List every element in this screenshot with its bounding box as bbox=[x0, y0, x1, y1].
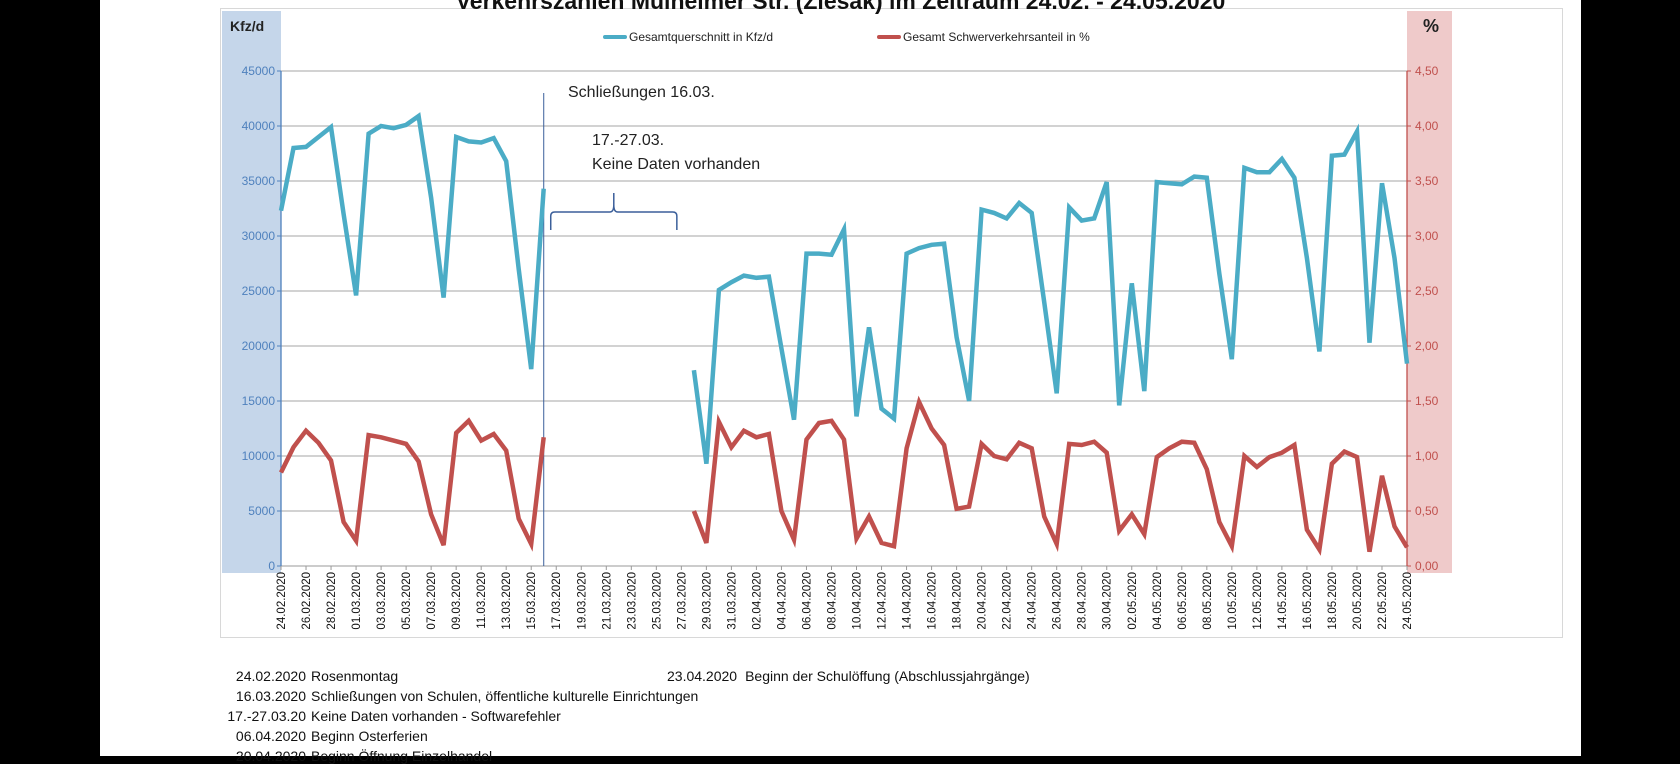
note-text: Beginn Osterferien bbox=[311, 728, 428, 744]
left-tick-label: 30000 bbox=[242, 229, 276, 243]
note-row: 17.-27.03.20 Keine Daten vorhanden - Soft… bbox=[106, 708, 561, 724]
x-tick-label: 16.04.2020 bbox=[927, 572, 939, 630]
x-tick-label: 01.03.2020 bbox=[351, 572, 363, 630]
x-tick-label: 26.02.2020 bbox=[301, 572, 313, 630]
x-tick-label: 08.05.2020 bbox=[1202, 572, 1214, 630]
x-tick-label: 04.04.2020 bbox=[776, 572, 788, 630]
x-tick-label: 14.05.2020 bbox=[1277, 572, 1289, 630]
x-tick-label: 07.03.2020 bbox=[426, 572, 438, 630]
x-tick-label: 25.03.2020 bbox=[651, 572, 663, 630]
note-date: 16.03.2020 bbox=[106, 688, 306, 704]
note-date: 17.-27.03.20 bbox=[106, 708, 306, 724]
x-tick-label: 26.04.2020 bbox=[1052, 572, 1064, 630]
x-tick-label: 24.02.2020 bbox=[276, 572, 288, 630]
x-tick-label: 22.05.2020 bbox=[1377, 572, 1389, 630]
note-row: 24.02.2020 Rosenmontag bbox=[106, 668, 398, 684]
right-tick-label: 4,50 bbox=[1415, 64, 1439, 78]
series-line-schwerverkehr bbox=[281, 402, 1407, 552]
x-tick-label: 21.03.2020 bbox=[601, 572, 613, 630]
x-tick-label: 23.03.2020 bbox=[626, 572, 638, 630]
x-tick-label: 19.03.2020 bbox=[576, 572, 588, 630]
x-tick-label: 02.04.2020 bbox=[751, 572, 763, 630]
note-date: 23.04.2020 bbox=[667, 668, 737, 684]
note-row: 16.03.2020 Schließungen von Schulen, öffe… bbox=[106, 688, 698, 704]
x-tick-label: 13.03.2020 bbox=[501, 572, 513, 630]
x-tick-label: 27.03.2020 bbox=[676, 572, 688, 630]
x-tick-label: 22.04.2020 bbox=[1002, 572, 1014, 630]
right-tick-label: 3,50 bbox=[1415, 174, 1439, 188]
x-tick-label: 05.03.2020 bbox=[401, 572, 413, 630]
x-tick-label: 15.03.2020 bbox=[526, 572, 538, 630]
right-tick-label: 4,00 bbox=[1415, 119, 1439, 133]
x-tick-label: 16.05.2020 bbox=[1302, 572, 1314, 630]
x-tick-label: 20.04.2020 bbox=[977, 572, 989, 630]
right-tick-label: 2,00 bbox=[1415, 339, 1439, 353]
note-date: 24.02.2020 bbox=[106, 668, 306, 684]
left-tick-label: 10000 bbox=[242, 449, 276, 463]
right-tick-label: 2,50 bbox=[1415, 284, 1439, 298]
x-tick-label: 14.04.2020 bbox=[902, 572, 914, 630]
x-tick-label: 10.04.2020 bbox=[852, 572, 864, 630]
x-tick-label: 10.05.2020 bbox=[1227, 572, 1239, 630]
x-tick-label: 30.04.2020 bbox=[1102, 572, 1114, 630]
gap-brace bbox=[551, 193, 677, 230]
right-tick-label: 1,00 bbox=[1415, 449, 1439, 463]
note-text: Rosenmontag bbox=[311, 668, 398, 684]
x-tick-label: 18.04.2020 bbox=[952, 572, 964, 630]
note-text: Keine Daten vorhanden - Softwarefehler bbox=[311, 708, 561, 724]
plot-svg: 0 0,00 5000 0,50 10000 1,00 15000 1,50 20000 2,00… bbox=[100, 0, 1581, 660]
x-tick-label: 24.04.2020 bbox=[1027, 572, 1039, 630]
left-tick-label: 20000 bbox=[242, 339, 276, 353]
right-tick-label: 0,50 bbox=[1415, 504, 1439, 518]
left-tick-label: 25000 bbox=[242, 284, 276, 298]
x-tick-label: 09.03.2020 bbox=[451, 572, 463, 630]
left-tick-label: 35000 bbox=[242, 174, 276, 188]
x-tick-label: 11.03.2020 bbox=[476, 572, 488, 629]
x-tick-label: 08.04.2020 bbox=[826, 572, 838, 630]
x-tick-label: 06.04.2020 bbox=[801, 572, 813, 630]
x-tick-label: 18.05.2020 bbox=[1327, 572, 1339, 630]
note-row: 06.04.2020 Beginn Osterferien bbox=[106, 728, 428, 744]
x-tick-label: 12.04.2020 bbox=[877, 572, 889, 630]
series-line-kfz bbox=[281, 116, 1407, 464]
x-tick-label: 17.03.2020 bbox=[551, 572, 563, 630]
x-tick-label: 03.03.2020 bbox=[376, 572, 388, 630]
x-tick-label: 28.02.2020 bbox=[326, 572, 338, 630]
x-tick-label: 02.05.2020 bbox=[1127, 572, 1139, 630]
note-row: 20.04.2020 Beginn Öffnung Einzelhandel bbox=[106, 748, 492, 764]
left-tick-label: 5000 bbox=[248, 504, 275, 518]
x-tick-label: 24.05.2020 bbox=[1402, 572, 1414, 630]
x-tick-label: 29.03.2020 bbox=[701, 572, 713, 630]
x-tick-label: 12.05.2020 bbox=[1252, 572, 1264, 630]
note-date: 20.04.2020 bbox=[106, 748, 306, 764]
page: Verkehrszahlen Mülheimer Str. (Ziesak) i… bbox=[100, 0, 1581, 756]
note-date: 06.04.2020 bbox=[106, 728, 306, 744]
annotation-gap-range: 17.-27.03. bbox=[592, 132, 664, 150]
left-tick-label: 15000 bbox=[242, 394, 276, 408]
left-tick-label: 45000 bbox=[242, 64, 276, 78]
note-text: Schließungen von Schulen, öffentliche ku… bbox=[311, 688, 698, 704]
right-tick-label: 1,50 bbox=[1415, 394, 1439, 408]
right-tick-label: 0,00 bbox=[1415, 559, 1439, 573]
x-tick-label: 20.05.2020 bbox=[1352, 572, 1364, 630]
annotation-closure: Schließungen 16.03. bbox=[568, 84, 715, 102]
x-tick-label: 28.04.2020 bbox=[1077, 572, 1089, 630]
annotation-gap-text: Keine Daten vorhanden bbox=[592, 156, 760, 174]
note-text: Beginn Öffnung Einzelhandel bbox=[311, 748, 492, 764]
x-tick-label: 04.05.2020 bbox=[1152, 572, 1164, 630]
left-tick-label: 40000 bbox=[242, 119, 276, 133]
right-tick-label: 3,00 bbox=[1415, 229, 1439, 243]
note-text: Beginn der Schulöffung (Abschlussjahrgän… bbox=[745, 668, 1030, 684]
note-row: 23.04.2020 Beginn der Schulöffung (Abschl… bbox=[667, 668, 1030, 684]
x-tick-label: 31.03.2020 bbox=[726, 572, 738, 630]
left-tick-label: 0 bbox=[268, 559, 275, 573]
x-tick-label: 06.05.2020 bbox=[1177, 572, 1189, 630]
